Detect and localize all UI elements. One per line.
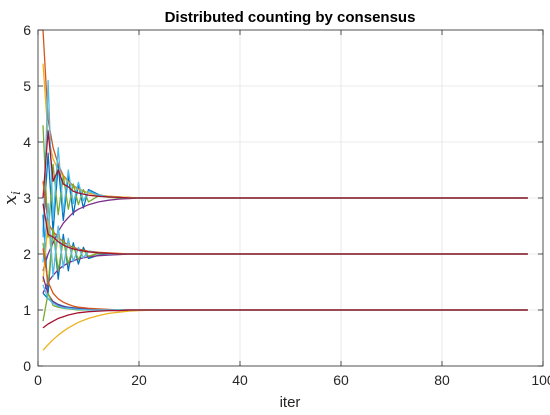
series-layer [42, 29, 528, 351]
x-tick-label: 40 [232, 372, 248, 388]
series-line-21 [42, 309, 528, 329]
y-tick-label: 6 [23, 22, 31, 38]
x-tick-label: 20 [131, 372, 147, 388]
y-axis-label-base: x [0, 195, 21, 205]
x-tick-label: 100 [531, 372, 550, 388]
x-tick-label: 80 [434, 372, 450, 388]
y-tick-label: 2 [23, 246, 31, 262]
ticks: 0 20 40 60 80 100 0 1 2 3 4 5 6 [23, 22, 550, 388]
y-tick-label: 4 [23, 134, 31, 150]
series-line-7 [42, 130, 528, 199]
x-axis-label: iter [280, 394, 301, 411]
y-axis-label-subscript: i [9, 191, 23, 195]
y-tick-label: 0 [23, 358, 31, 374]
y-tick-label: 1 [23, 302, 31, 318]
series-line-14 [42, 203, 528, 255]
chart-title: Distributed counting by consensus [165, 9, 416, 26]
y-axis-label: xi [0, 191, 23, 205]
x-tick-label: 0 [34, 372, 42, 388]
y-tick-label: 5 [23, 78, 31, 94]
x-tick-label: 60 [333, 372, 349, 388]
y-tick-label: 3 [23, 190, 31, 206]
